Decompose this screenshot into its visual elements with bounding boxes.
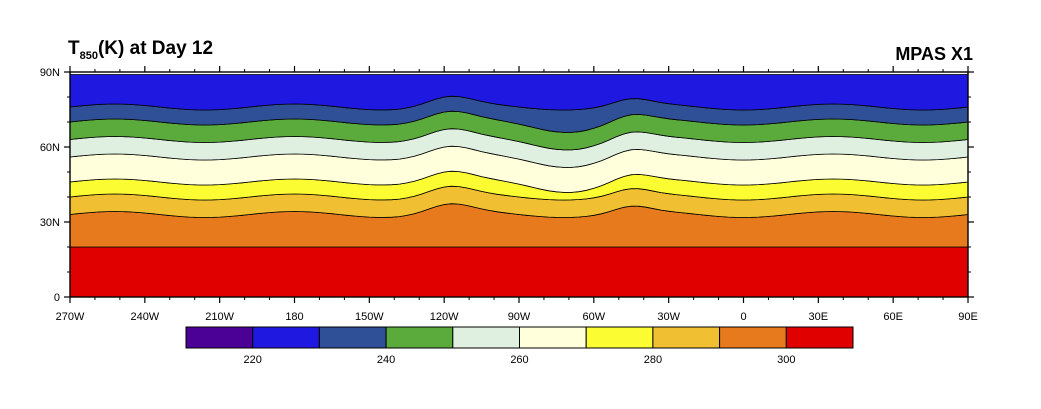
y-axis: 0 30N 60N 90N <box>40 67 974 304</box>
x-tick-label: 150W <box>355 311 384 323</box>
colorbar-bin <box>318 326 387 349</box>
colorbar-label: 260 <box>510 354 528 366</box>
contour-bands <box>70 74 968 297</box>
x-tick-label: 0 <box>740 311 746 323</box>
x-tick-label: 60W <box>583 311 606 323</box>
y-tick-label: 60N <box>40 142 60 154</box>
colorbar-label: 220 <box>244 354 262 366</box>
x-tick-label: 90W <box>508 311 531 323</box>
colorbar-bin <box>719 326 787 349</box>
title-text: (K) at Day 12 <box>97 38 214 59</box>
colorbar-bin <box>252 326 320 349</box>
x-tick-label: 60E <box>883 311 903 323</box>
contour-band-8 <box>70 74 968 111</box>
colorbar-bin <box>385 326 454 349</box>
x-tick-label: 120W <box>430 311 459 323</box>
x-tick-label: 30E <box>809 311 829 323</box>
colorbar-bin <box>519 326 587 349</box>
colorbar-bin <box>452 326 520 349</box>
contour-band-0 <box>70 246 968 297</box>
colorbar-label: 240 <box>377 354 395 366</box>
y-tick-label: 30N <box>40 217 60 229</box>
title-subscript: 850 <box>79 49 98 62</box>
x-axis: 270W 240W 210W 180 150W 120W 90W 60W 30W 0 30E 60E 9… <box>56 66 978 323</box>
x-tick-label: 90E <box>958 311 978 323</box>
colorbar-bin <box>585 326 654 349</box>
x-tick-label: 270W <box>56 311 85 323</box>
model-label: MPAS X1 <box>895 44 973 64</box>
x-tick-label: 30W <box>657 311 680 323</box>
colorbar-bin <box>785 326 854 349</box>
colorbar: 220 240 260 280 300 <box>185 326 854 366</box>
colorbar-label: 280 <box>644 354 662 366</box>
colorbar-label: 300 <box>777 354 795 366</box>
colorbar-bin <box>185 326 254 349</box>
x-tick-label: 180 <box>285 311 303 323</box>
y-tick-label: 90N <box>40 67 60 79</box>
colorbar-bin <box>652 326 721 349</box>
x-tick-label: 210W <box>205 311 234 323</box>
chart-title: T850(K) at Day 12 <box>68 38 213 62</box>
x-tick-label: 240W <box>130 311 159 323</box>
title-symbol: T <box>68 38 80 59</box>
y-tick-label: 0 <box>54 292 60 304</box>
